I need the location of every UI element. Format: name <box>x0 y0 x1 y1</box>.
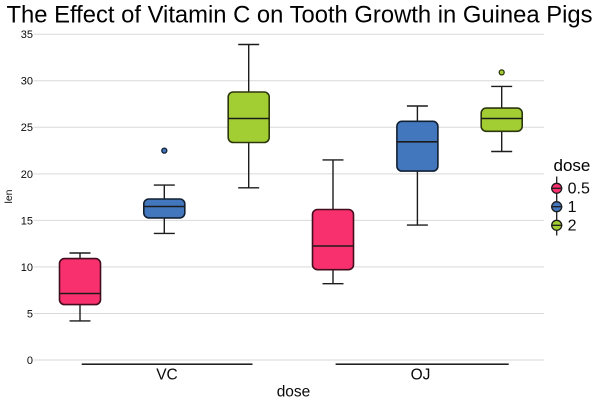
svg-text:20: 20 <box>21 169 33 181</box>
svg-text:VC: VC <box>156 367 178 384</box>
svg-text:1: 1 <box>568 199 577 216</box>
svg-text:dose: dose <box>277 384 311 400</box>
svg-text:2: 2 <box>568 218 577 235</box>
svg-text:0.5: 0.5 <box>568 181 590 198</box>
svg-text:15: 15 <box>21 215 33 227</box>
svg-text:5: 5 <box>27 308 33 320</box>
svg-text:0: 0 <box>27 355 33 367</box>
svg-text:10: 10 <box>21 262 33 274</box>
svg-text:35: 35 <box>21 29 33 41</box>
svg-text:25: 25 <box>21 122 33 134</box>
svg-text:The Effect of Vitamin C on Too: The Effect of Vitamin C on Tooth Growth … <box>7 2 593 29</box>
svg-text:len: len <box>3 189 15 203</box>
svg-text:30: 30 <box>21 76 33 88</box>
svg-text:dose: dose <box>554 156 591 175</box>
svg-text:OJ: OJ <box>411 367 431 384</box>
